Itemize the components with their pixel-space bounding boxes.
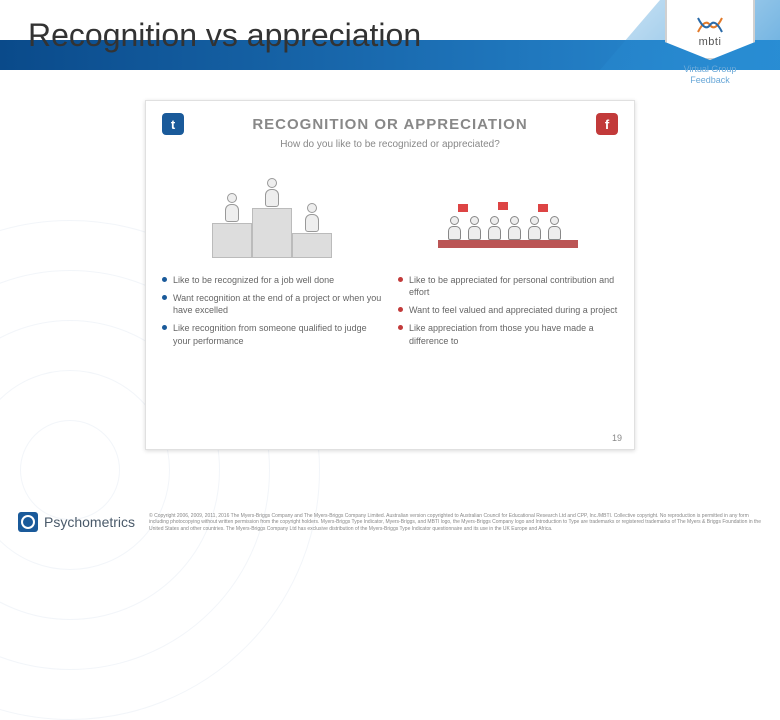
logo-shield: mbti: [665, 0, 755, 60]
psychometrics-logo: Psychometrics: [18, 512, 135, 532]
column-thinking: Like to be recognized for a job well don…: [162, 158, 382, 353]
crowd-illustration: [398, 158, 618, 268]
logo-badge: mbti Virtual Group Feedback: [660, 0, 760, 90]
column-feeling: Like to be appreciated for personal cont…: [398, 158, 618, 353]
psychometrics-mark-icon: [18, 512, 38, 532]
psychometrics-text: Psychometrics: [44, 514, 135, 530]
list-item: Like appreciation from those you have ma…: [398, 322, 618, 346]
page-title: Recognition vs appreciation: [28, 17, 421, 54]
bullet-dot: [162, 277, 167, 282]
f-badge: f: [596, 113, 618, 135]
list-item: Want to feel valued and appreciated duri…: [398, 304, 618, 316]
bullet-dot: [398, 307, 403, 312]
list-item: Like to be recognized for a job well don…: [162, 274, 382, 286]
right-bullets: Like to be appreciated for personal cont…: [398, 274, 618, 353]
left-bullets: Like to be recognized for a job well don…: [162, 274, 382, 353]
slide-columns: Like to be recognized for a job well don…: [146, 158, 634, 353]
bullet-dot: [162, 325, 167, 330]
mbti-logo-icon: [695, 15, 725, 35]
bullet-dot: [398, 325, 403, 330]
bullet-dot: [398, 277, 403, 282]
logo-text: mbti: [699, 36, 722, 48]
copyright-text: © Copyright 2006, 2009, 2011, 2016 The M…: [149, 513, 762, 533]
t-badge: t: [162, 113, 184, 135]
podium-illustration: [162, 158, 382, 268]
list-item: Want recognition at the end of a project…: [162, 292, 382, 316]
bullet-dot: [162, 295, 167, 300]
slide-header: t RECOGNITION OR APPRECIATION f: [146, 101, 634, 139]
footer: Psychometrics © Copyright 2006, 2009, 20…: [0, 512, 780, 532]
slide-title: RECOGNITION OR APPRECIATION: [192, 116, 588, 133]
list-item: Like to be appreciated for personal cont…: [398, 274, 618, 298]
list-item: Like recognition from someone qualified …: [162, 322, 382, 346]
slide-card: t RECOGNITION OR APPRECIATION f How do y…: [145, 100, 635, 450]
page-number: 19: [612, 433, 622, 443]
logo-subtitle: Virtual Group Feedback: [684, 64, 737, 86]
slide-subtitle: How do you like to be recognized or appr…: [146, 139, 634, 150]
